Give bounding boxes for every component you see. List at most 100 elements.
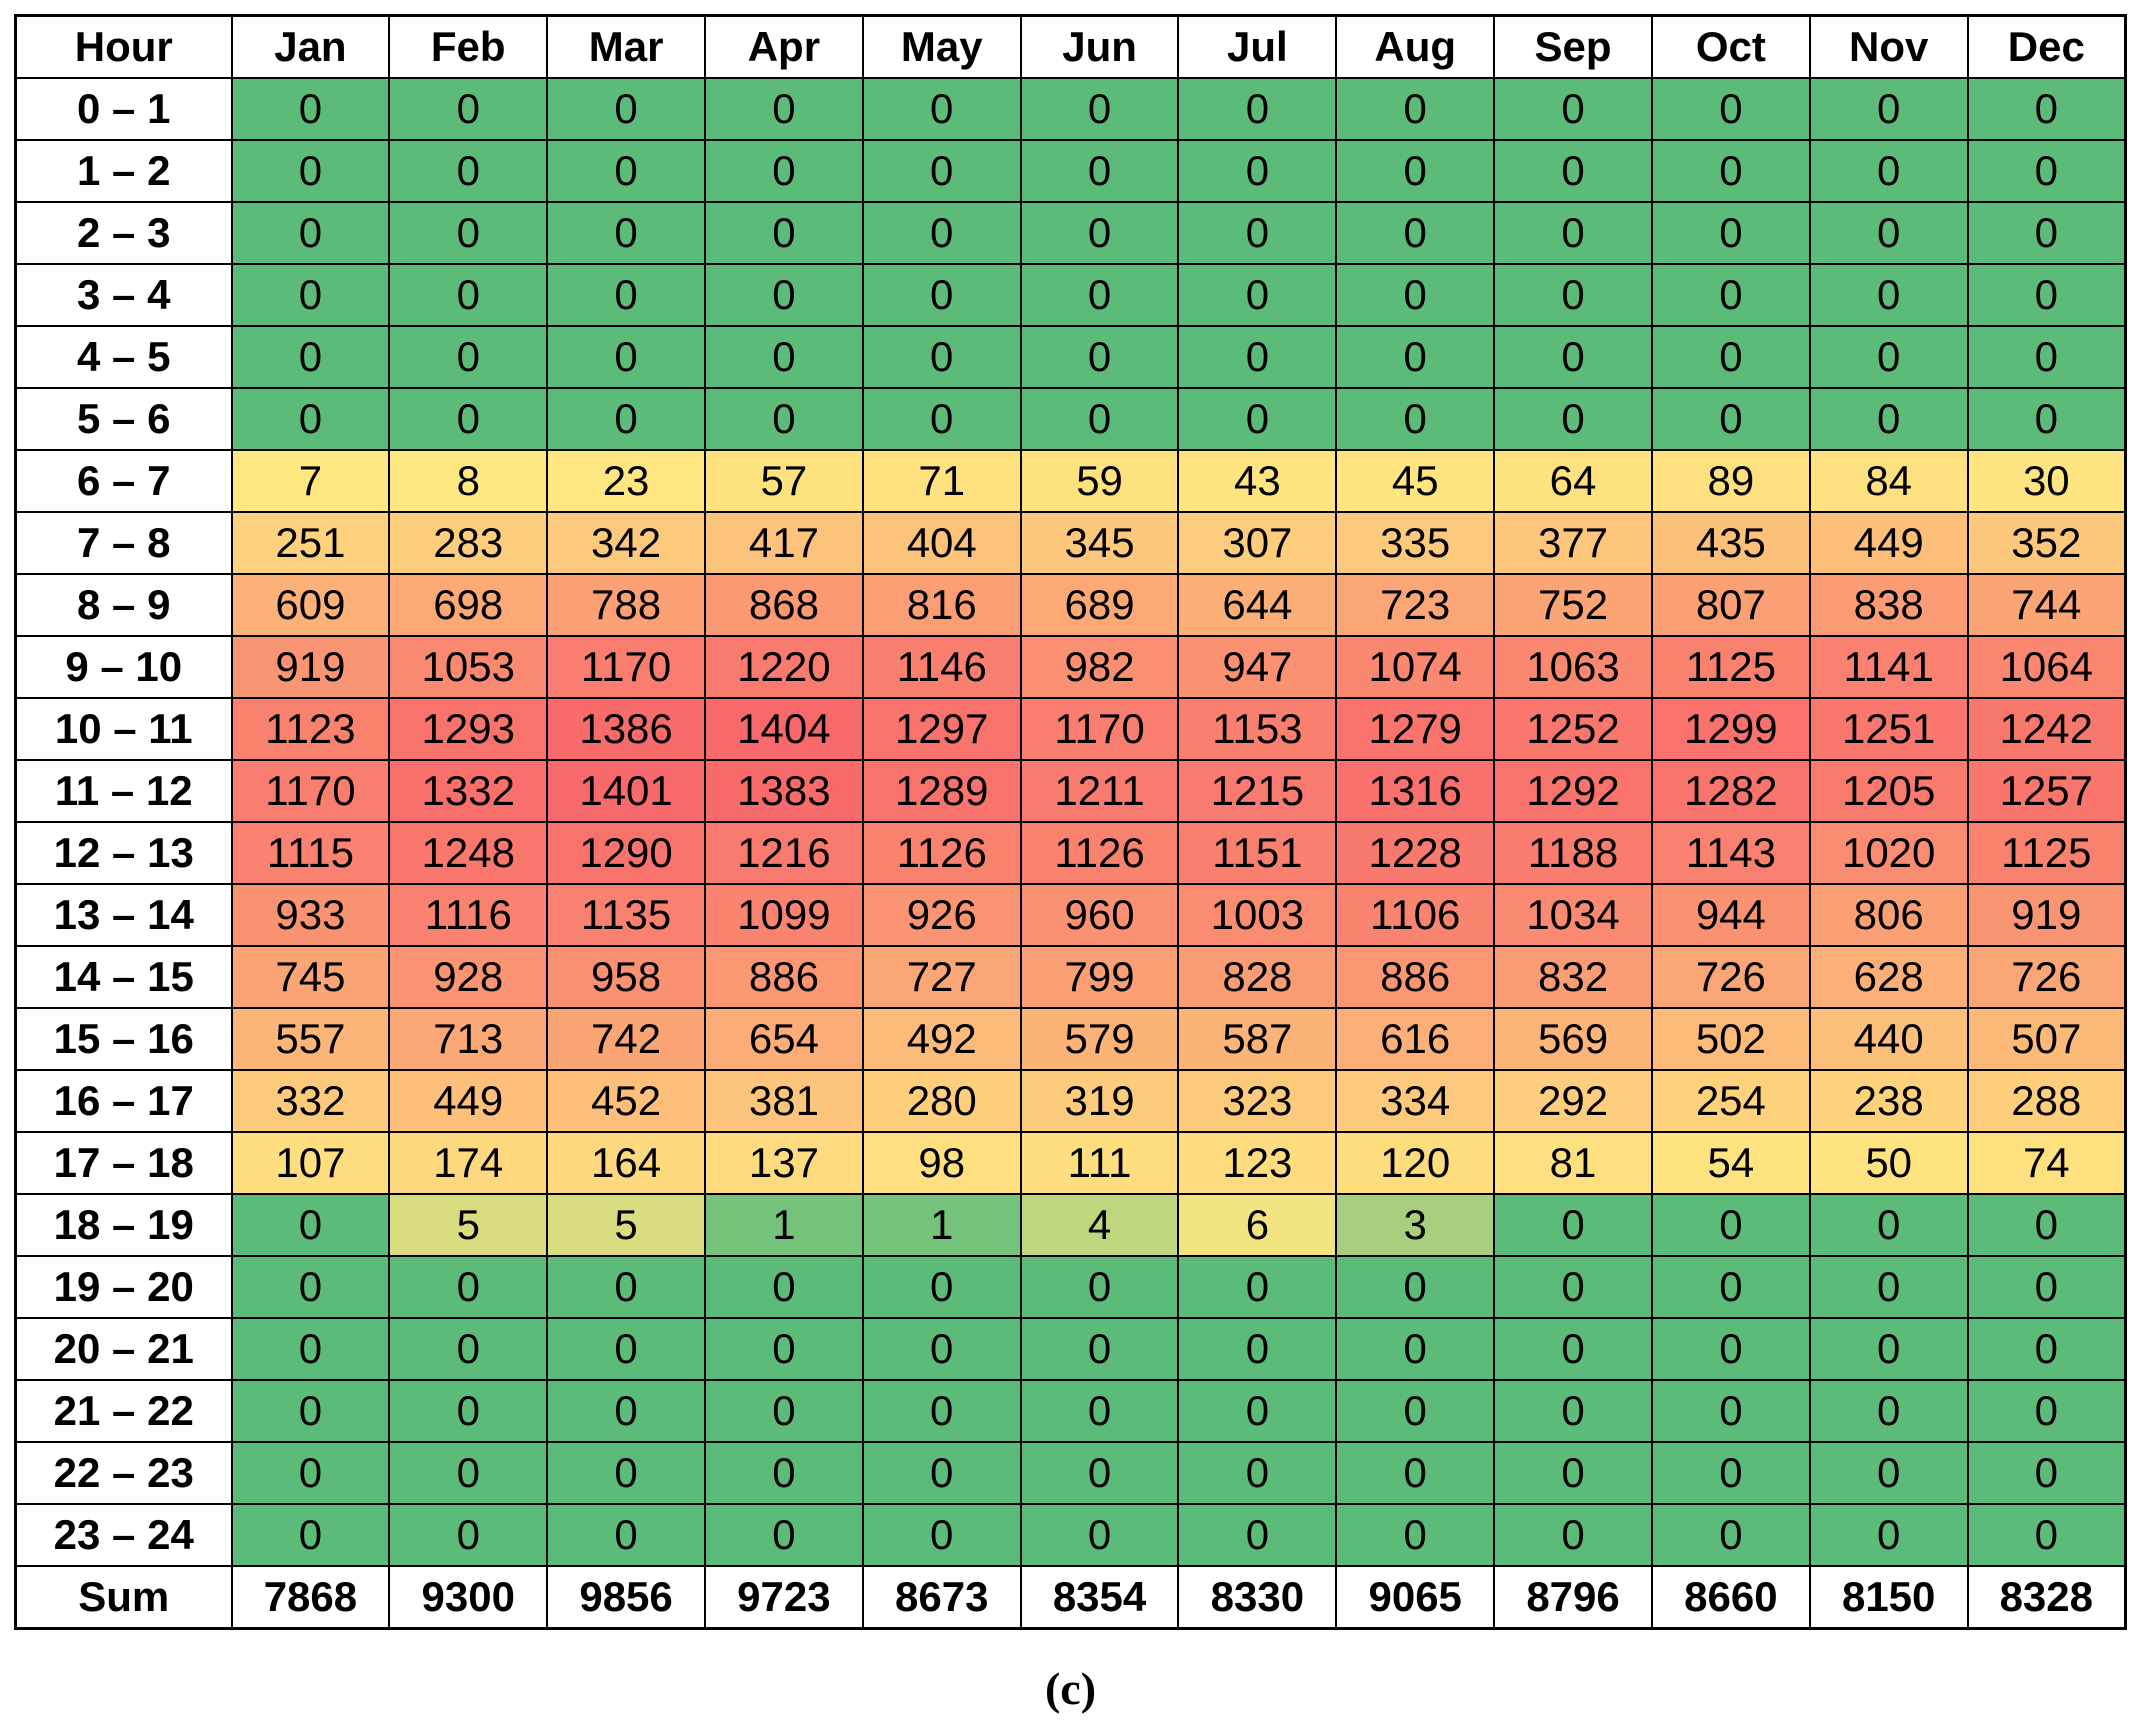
- hour-row-label: 8 – 9: [14, 573, 233, 637]
- heatmap-cell: 4: [1019, 1193, 1180, 1257]
- heatmap-cell: 0: [388, 263, 549, 327]
- heatmap-cell: 120: [1335, 1131, 1496, 1195]
- heatmap-cell: 0: [1019, 1379, 1180, 1443]
- heatmap-cell: 0: [861, 387, 1022, 451]
- heatmap-cell: 59: [1019, 449, 1180, 513]
- heatmap-cell: 452: [546, 1069, 706, 1133]
- heatmap-cell: 0: [861, 1503, 1022, 1567]
- heatmap-cell: 806: [1808, 883, 1969, 947]
- table-row: 13 – 14 933 1116 1135 1099 926 960 1003 1106 1034…: [14, 883, 2127, 947]
- heatmap-cell: 342: [546, 511, 706, 575]
- heatmap-cell: 628: [1808, 945, 1969, 1009]
- heatmap-cell: 644: [1177, 573, 1338, 637]
- table-row: 11 – 12 1170 1332 1401 1383 1289 1211 1215 1316 1…: [14, 759, 2127, 823]
- heatmap-cell: 944: [1650, 883, 1811, 947]
- heatmap-cell: 0: [1493, 1379, 1653, 1443]
- column-header-hour: Hour: [14, 14, 233, 79]
- heatmap-cell: 0: [1019, 1317, 1180, 1381]
- heatmap-cell: 0: [861, 1441, 1022, 1505]
- sum-cell: 9065: [1335, 1565, 1496, 1630]
- heatmap-cell: 502: [1650, 1007, 1811, 1071]
- sum-cell: 9856: [546, 1565, 706, 1630]
- heatmap-cell: 0: [1966, 1255, 2127, 1319]
- heatmap-cell: 292: [1493, 1069, 1653, 1133]
- heatmap-cell: 0: [1966, 201, 2127, 265]
- heatmap-cell: 926: [861, 883, 1022, 947]
- heatmap-cell: 0: [1335, 387, 1496, 451]
- heatmap-cell: 0: [230, 77, 391, 141]
- heatmap-cell: 726: [1966, 945, 2127, 1009]
- heatmap-cell: 0: [230, 325, 391, 389]
- heatmap-cell: 0: [1335, 201, 1496, 265]
- heatmap-cell: 0: [1019, 201, 1180, 265]
- heatmap-cell: 0: [703, 263, 864, 327]
- table-row: 23 – 24 0 0 0 0 0 0 0 0 0 0 0 0: [14, 1503, 2127, 1567]
- heatmap-cell: 816: [861, 573, 1022, 637]
- heatmap-cell: 0: [1650, 77, 1811, 141]
- heatmap-cell: 0: [230, 1503, 391, 1567]
- heatmap-cell: 0: [1808, 263, 1969, 327]
- heatmap-cell: 1316: [1335, 759, 1496, 823]
- heatmap-cell: 5: [388, 1193, 549, 1257]
- heatmap-cell: 164: [546, 1131, 706, 1195]
- hour-row-label: 19 – 20: [14, 1255, 233, 1319]
- heatmap-cell: 1063: [1493, 635, 1653, 699]
- hour-row-label: 1 – 2: [14, 139, 233, 203]
- heatmap-cell: 1216: [703, 821, 864, 885]
- heatmap-cell: 0: [703, 325, 864, 389]
- heatmap-cell: 0: [1335, 263, 1496, 327]
- heatmap-cell: 1153: [1177, 697, 1338, 761]
- heatmap-cell: 0: [861, 263, 1022, 327]
- heatmap-cell: 1188: [1493, 821, 1653, 885]
- heatmap-cell: 0: [1019, 263, 1180, 327]
- heatmap-cell: 89: [1650, 449, 1811, 513]
- heatmap-cell: 5: [546, 1193, 706, 1257]
- heatmap-cell: 0: [1966, 1503, 2127, 1567]
- heatmap-cell: 0: [1177, 325, 1338, 389]
- heatmap-cell: 0: [230, 263, 391, 327]
- column-header-mar: Mar: [546, 14, 706, 79]
- heatmap-cell: 609: [230, 573, 391, 637]
- heatmap-cell: 0: [1650, 139, 1811, 203]
- sum-cell: 8150: [1808, 1565, 1969, 1630]
- heatmap-cell: 0: [1808, 77, 1969, 141]
- heatmap-cell: 0: [546, 1317, 706, 1381]
- heatmap-cell: 0: [388, 1441, 549, 1505]
- heatmap-cell: 334: [1335, 1069, 1496, 1133]
- heatmap-cell: 0: [1177, 1317, 1338, 1381]
- heatmap-cell: 98: [861, 1131, 1022, 1195]
- heatmap-cell: 0: [1650, 1441, 1811, 1505]
- table-row: 9 – 10 919 1053 1170 1220 1146 982 947 1074 1063 1…: [14, 635, 2127, 699]
- heatmap-cell: 799: [1019, 945, 1180, 1009]
- heatmap-cell: 0: [388, 1379, 549, 1443]
- heatmap-cell: 0: [388, 1255, 549, 1319]
- heatmap-cell: 0: [230, 1193, 391, 1257]
- heatmap-cell: 0: [1966, 1317, 2127, 1381]
- heatmap-cell: 0: [1808, 1379, 1969, 1443]
- heatmap-cell: 0: [1335, 1255, 1496, 1319]
- heatmap-cell: 0: [546, 139, 706, 203]
- hour-row-label: 12 – 13: [14, 821, 233, 885]
- hour-row-label: 18 – 19: [14, 1193, 233, 1257]
- heatmap-cell: 0: [1019, 139, 1180, 203]
- heatmap-cell: 1125: [1966, 821, 2127, 885]
- column-header-may: May: [861, 14, 1022, 79]
- heatmap-cell: 449: [1808, 511, 1969, 575]
- hour-row-label: 11 – 12: [14, 759, 233, 823]
- hour-row-label: 6 – 7: [14, 449, 233, 513]
- heatmap-cell: 0: [1650, 1193, 1811, 1257]
- heatmap-cell: 1205: [1808, 759, 1969, 823]
- table-row: 19 – 20 0 0 0 0 0 0 0 0 0 0 0 0: [14, 1255, 2127, 1319]
- heatmap-cell: 280: [861, 1069, 1022, 1133]
- heatmap-cell: 0: [1177, 1503, 1338, 1567]
- hour-row-label: 22 – 23: [14, 1441, 233, 1505]
- heatmap-cell: 1211: [1019, 759, 1180, 823]
- heatmap-cell: 0: [388, 325, 549, 389]
- heatmap-cell: 137: [703, 1131, 864, 1195]
- heatmap-cell: 0: [1177, 263, 1338, 327]
- heatmap-cell: 1290: [546, 821, 706, 885]
